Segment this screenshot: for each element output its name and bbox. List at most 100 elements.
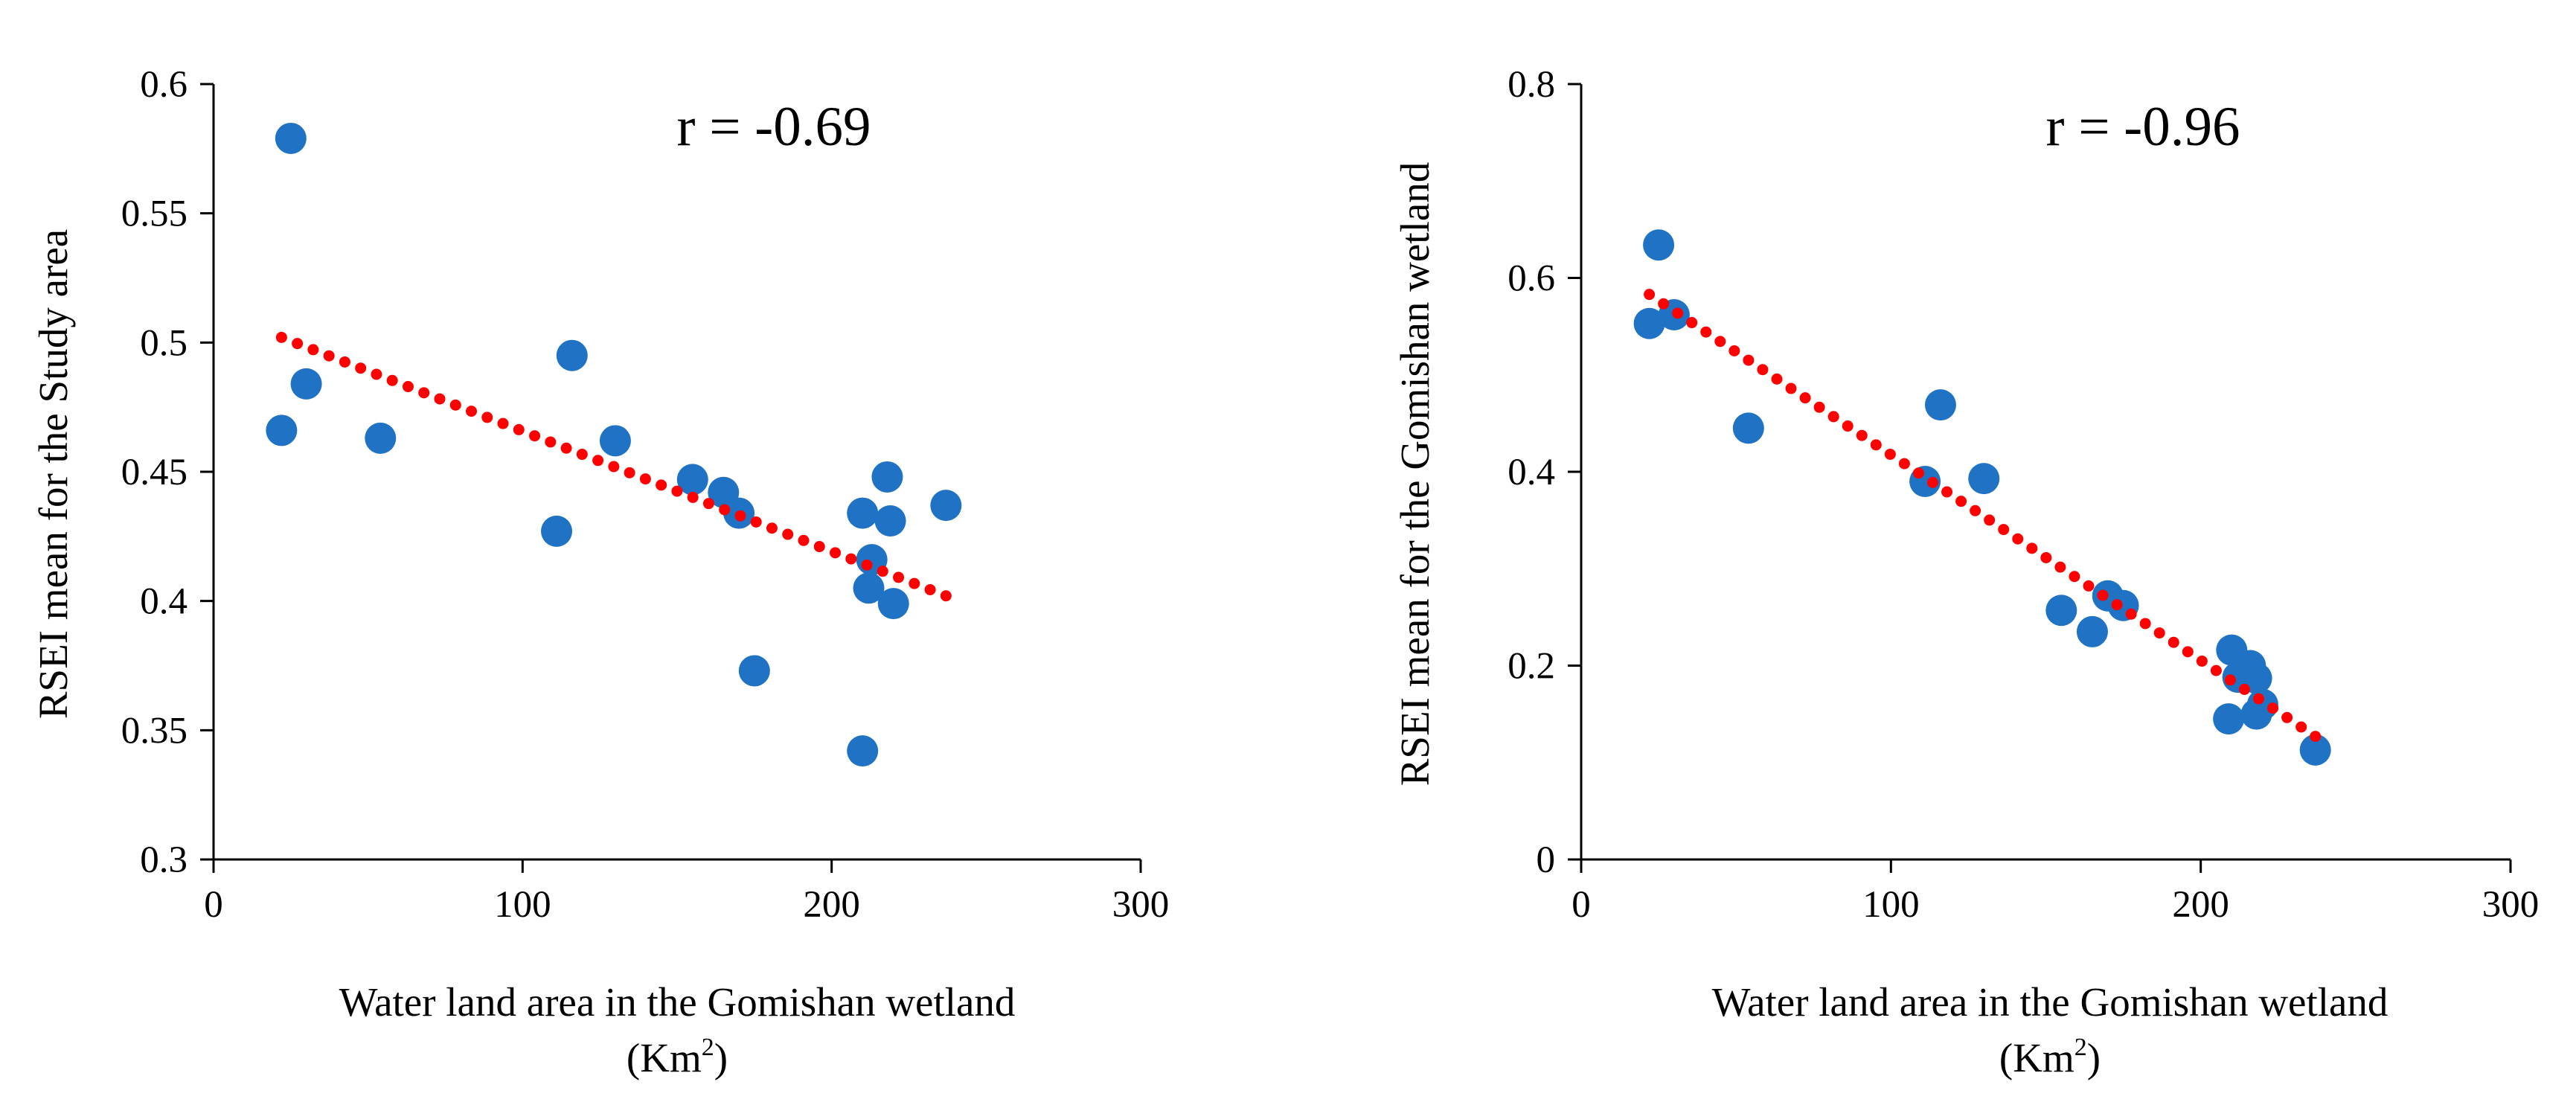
trendline-dot [1870,439,1882,451]
x-tick-label: 0 [1571,884,1591,926]
trendline-dot [371,368,382,380]
data-point [853,572,885,604]
y-axis-title: RSEI mean for the Gomishan wetland [1392,162,1438,787]
trendline-dot [2196,655,2208,667]
data-point [541,515,573,547]
x-axis-unit: (Km2) [1999,1034,2101,1080]
trendline-dot [671,485,683,497]
x-axis-unit-superscript: 2 [702,1034,714,1061]
y-tick-label: 0.8 [1508,64,1555,106]
y-tick-label: 0.55 [121,193,188,235]
trendline-dot [813,541,825,553]
y-axis-title: RSEI mean for the Study area [31,229,76,719]
y-tick-label: 0.2 [1508,646,1555,688]
trendline-dot [481,412,493,423]
x-axis-unit-base: (Km [1999,1035,2074,1080]
trendline-dot [513,423,525,435]
data-point [2045,595,2077,627]
trendline-dot [1743,354,1755,366]
trendline-dot [2182,646,2194,658]
trendline-dot [639,473,651,485]
x-tick-label: 0 [204,884,223,926]
trendline-dot [355,362,367,374]
x-axis-title: Water land area in the Gomishan wetland [339,979,1016,1025]
trendline-dot [1757,364,1769,376]
data-point [847,497,879,529]
trendline-dot [1941,486,1953,498]
y-tick-label: 0.3 [140,839,188,881]
trendline-dot [2097,589,2109,601]
trendline-dot [861,559,873,571]
trendline-dot [339,356,350,368]
data-point [1924,389,1956,421]
x-axis-unit: (Km2) [627,1034,728,1080]
trendline-dot [909,577,920,589]
x-axis-unit-close: ) [714,1035,728,1080]
data-point [2299,734,2331,766]
trendline-dot [2168,636,2179,648]
data-point [1968,463,2000,495]
trendline-dot [1658,298,1670,310]
trendline-dot [2111,599,2123,611]
trendline-dot [1799,392,1811,404]
trendline-dot [608,461,620,473]
trendline-dot [2210,665,2222,676]
trendline-dot [1813,401,1825,413]
trendline-dot [2238,683,2250,695]
trendline-dot [2224,674,2236,686]
trendline-dot [592,455,604,467]
trendline-dot [1771,373,1783,385]
trendline-dot [940,590,952,602]
y-tick-label: 0.35 [121,710,188,752]
data-point [1732,412,1764,444]
data-point [877,588,909,620]
trendline-dot [418,387,430,399]
trendline-dot [323,350,335,362]
data-point [676,464,708,496]
x-tick-label: 200 [2172,884,2229,926]
trendline-dot [2295,721,2307,733]
trendline-dot [656,479,667,491]
trendline-dot [1970,505,1981,516]
trendline-dot [1672,307,1684,319]
trendline-dot [2139,618,2151,630]
x-tick-label: 300 [1112,884,1170,926]
trendline-dot [292,338,304,350]
trendline-dot [2012,533,2024,545]
trendline-dot [529,430,541,442]
trendline-dot [1984,514,1996,526]
trendline-dot [924,583,936,595]
trendline-dot [750,516,762,528]
trendline-dot [1955,496,1967,507]
x-tick-label: 300 [2482,884,2540,926]
trendline-dot [2125,608,2137,620]
trendline-dot [1785,382,1797,394]
trendline-dot [1912,467,1924,479]
trendline-dot [1842,420,1853,432]
trendline-dot [1714,336,1726,348]
trendline-dot [1686,317,1698,329]
trendline-dot [402,381,414,393]
trendline-dot [624,467,635,478]
trendline-dot [830,547,842,559]
chart-gomishan-wetland: r = -0.96 RSEI mean for the Gomishan wet… [1392,64,2539,1080]
trendline-dot [687,491,699,503]
y-tick-label: 0.5 [140,322,188,364]
trendline-dot [1926,476,1938,488]
y-tick-label: 0.4 [140,581,188,623]
trendline-dot [2083,580,2095,592]
data-point [2240,698,2272,730]
trendline-dot [2026,542,2038,554]
trendline-dot [2054,561,2066,573]
trendline-dot [497,417,509,429]
trendline-dot [1644,289,1656,301]
y-tick-label: 0 [1537,839,1556,881]
trendline-dot [782,528,794,540]
data-point [556,339,588,371]
chart-study-area: r = -0.69 RSEI mean for the Study area W… [31,64,1169,1080]
trendline-dot [719,504,731,516]
trendline-dot [877,566,888,577]
trendline-dot [734,510,746,522]
trendline-dot [545,436,557,448]
